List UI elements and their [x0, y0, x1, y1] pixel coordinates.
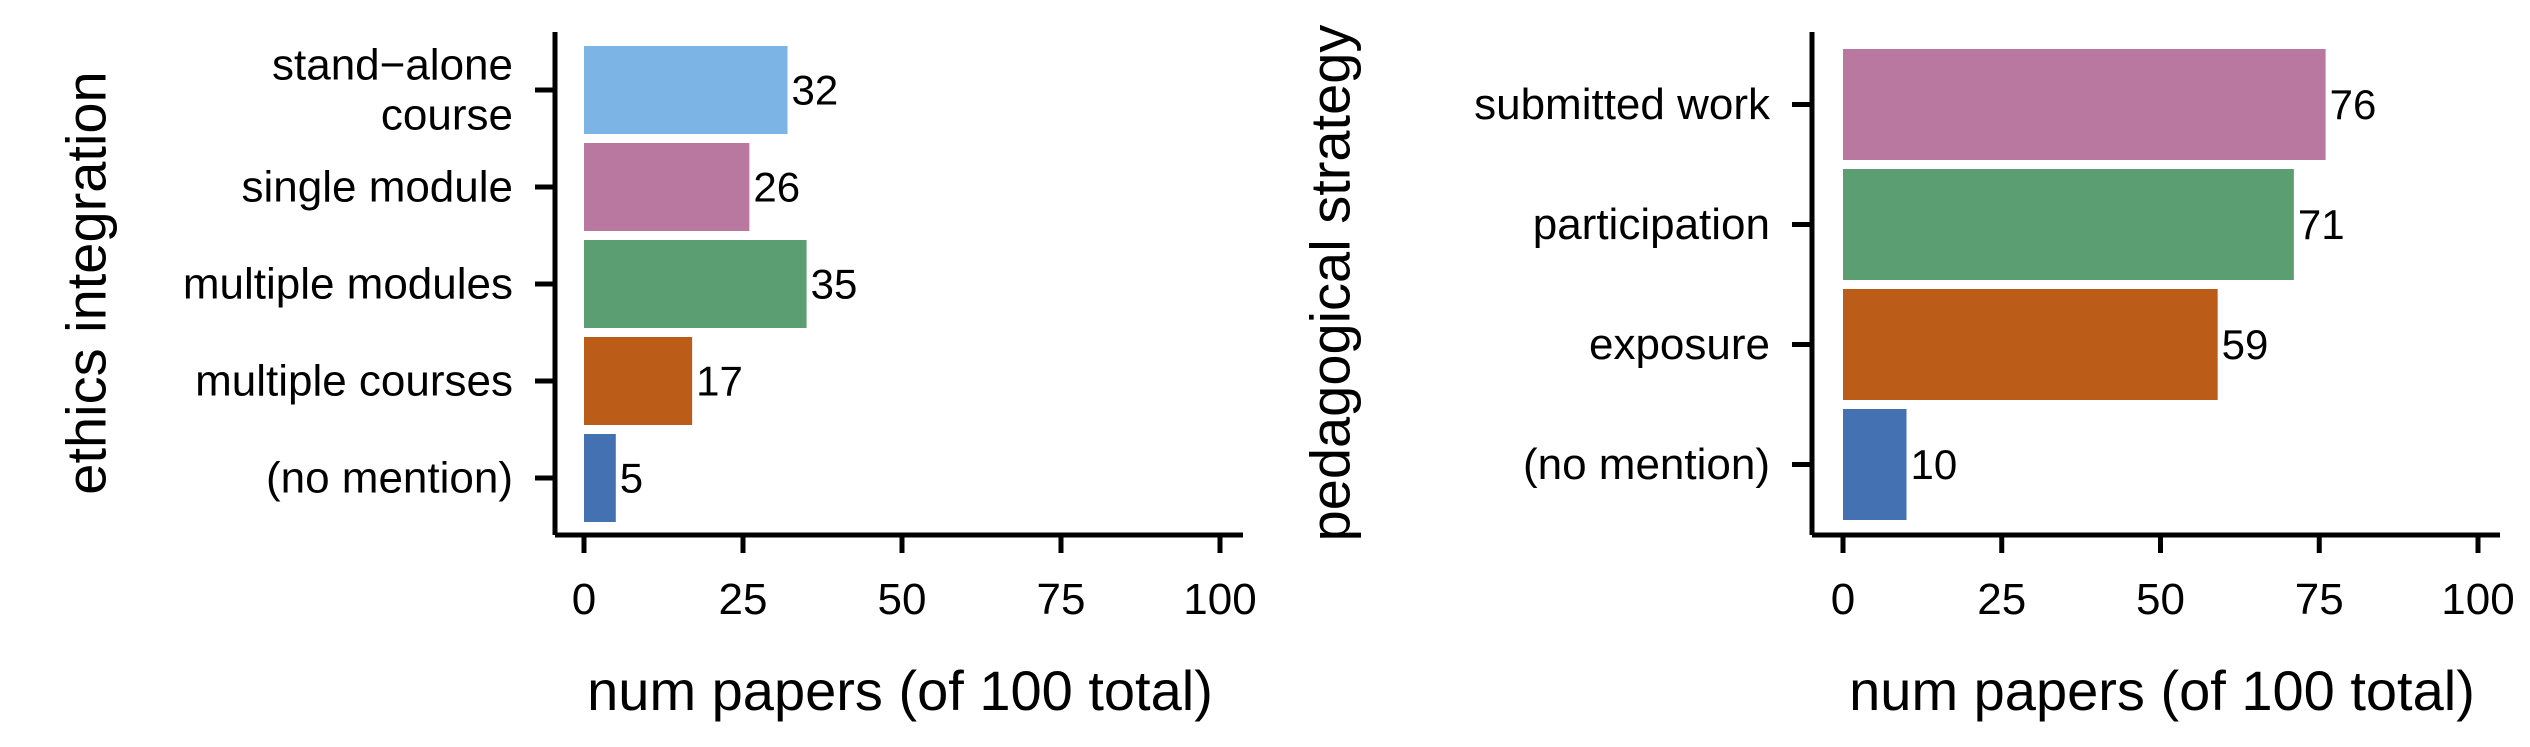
category-label: single module — [242, 163, 514, 212]
category-label: multiple modules — [183, 260, 513, 309]
chart-panel-2: 0 25 50 75 100 submitted work 76 participation 7… — [1299, 25, 2515, 722]
x-tick-label: 75 — [2295, 575, 2344, 624]
x-tick-label: 50 — [2136, 575, 2185, 624]
x-tick-label: 75 — [1037, 575, 1086, 624]
x-tick-label: 0 — [1831, 575, 1855, 624]
category-label: exposure — [1589, 320, 1770, 369]
bar — [1843, 49, 2326, 160]
category-label: multiple courses — [195, 357, 513, 406]
x-tick-label: 100 — [2441, 575, 2514, 624]
bar — [584, 337, 693, 425]
bar — [584, 46, 788, 134]
category-label: (no mention) — [1523, 440, 1770, 489]
x-axis-title: num papers (of 100 total) — [587, 659, 1213, 722]
x-tick-label: 50 — [878, 575, 927, 624]
bar — [1843, 169, 2294, 280]
x-tick-label: 25 — [1977, 575, 2026, 624]
bar — [1843, 289, 2218, 400]
y-axis-title: ethics integration — [55, 71, 118, 494]
data-label: 59 — [2222, 321, 2269, 368]
x-tick-label: 100 — [1183, 575, 1256, 624]
category-label: course — [381, 91, 513, 140]
category-label: stand−alone — [272, 41, 513, 90]
data-label: 5 — [620, 455, 643, 502]
data-label: 35 — [811, 261, 858, 308]
data-label: 26 — [753, 164, 800, 211]
data-label: 32 — [792, 67, 839, 114]
category-label: participation — [1533, 200, 1770, 249]
x-tick-label: 25 — [719, 575, 768, 624]
x-axis-title: num papers (of 100 total) — [1849, 659, 2475, 722]
category-label: (no mention) — [266, 454, 513, 503]
data-label: 17 — [696, 358, 743, 405]
data-label: 76 — [2330, 81, 2377, 128]
bar — [584, 143, 750, 231]
category-label: submitted work — [1474, 80, 1771, 129]
bar — [584, 434, 616, 522]
bar — [584, 240, 807, 328]
y-axis-title: pedagogical strategy — [1299, 25, 1362, 542]
bar — [1843, 409, 1907, 520]
data-label: 10 — [1911, 441, 1958, 488]
x-tick-label: 0 — [572, 575, 596, 624]
data-label: 71 — [2298, 201, 2345, 248]
